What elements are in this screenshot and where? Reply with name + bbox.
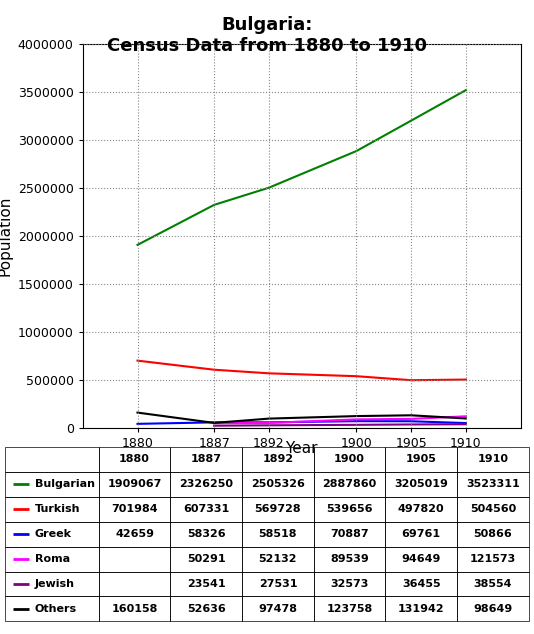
Text: 131942: 131942: [398, 604, 444, 614]
Bar: [170, 472, 242, 497]
Bar: [386, 447, 457, 472]
Text: 97478: 97478: [258, 604, 297, 614]
Bar: [457, 597, 529, 621]
Text: 69761: 69761: [402, 529, 441, 539]
Bar: [313, 522, 386, 547]
Bar: [5, 497, 99, 522]
Bar: [313, 547, 386, 571]
Bar: [242, 472, 313, 497]
Text: 1880: 1880: [119, 455, 150, 465]
Bar: [5, 597, 99, 621]
Text: 89539: 89539: [330, 554, 369, 564]
Text: 58326: 58326: [187, 529, 225, 539]
Text: 32573: 32573: [331, 579, 369, 589]
Text: 52132: 52132: [258, 554, 297, 564]
Bar: [170, 571, 242, 597]
Bar: [242, 447, 313, 472]
Text: 504560: 504560: [470, 504, 516, 514]
Text: Bulgarian: Bulgarian: [35, 479, 95, 489]
Text: 701984: 701984: [111, 504, 158, 514]
Bar: [457, 497, 529, 522]
Text: Bulgaria:
Census Data from 1880 to 1910: Bulgaria: Census Data from 1880 to 1910: [107, 16, 427, 55]
Text: 1887: 1887: [191, 455, 222, 465]
Text: Turkish: Turkish: [35, 504, 80, 514]
Text: 42659: 42659: [115, 529, 154, 539]
Y-axis label: Population: Population: [0, 196, 12, 276]
Bar: [242, 571, 313, 597]
Bar: [170, 447, 242, 472]
Bar: [5, 522, 99, 547]
Bar: [457, 571, 529, 597]
Bar: [5, 472, 99, 497]
Text: 98649: 98649: [473, 604, 513, 614]
Text: 1905: 1905: [406, 455, 437, 465]
Bar: [242, 522, 313, 547]
Bar: [170, 597, 242, 621]
Bar: [99, 547, 170, 571]
Bar: [99, 597, 170, 621]
Bar: [170, 497, 242, 522]
Text: 2887860: 2887860: [323, 479, 376, 489]
Bar: [386, 497, 457, 522]
Text: 50866: 50866: [474, 529, 512, 539]
Text: 2326250: 2326250: [179, 479, 233, 489]
Bar: [457, 472, 529, 497]
Bar: [170, 547, 242, 571]
Bar: [386, 571, 457, 597]
Text: 52636: 52636: [187, 604, 226, 614]
Text: Year: Year: [286, 441, 318, 456]
Text: Roma: Roma: [35, 554, 70, 564]
Bar: [5, 571, 99, 597]
Text: 3523311: 3523311: [466, 479, 520, 489]
Text: 497820: 497820: [398, 504, 444, 514]
Bar: [313, 497, 386, 522]
Bar: [5, 547, 99, 571]
Text: 94649: 94649: [402, 554, 441, 564]
Text: 50291: 50291: [187, 554, 225, 564]
Bar: [386, 472, 457, 497]
Bar: [242, 547, 313, 571]
Bar: [313, 447, 386, 472]
Text: 569728: 569728: [255, 504, 301, 514]
Bar: [99, 497, 170, 522]
Text: 2505326: 2505326: [251, 479, 305, 489]
Bar: [313, 571, 386, 597]
Text: 1900: 1900: [334, 455, 365, 465]
Text: 27531: 27531: [258, 579, 297, 589]
Bar: [242, 497, 313, 522]
Text: 607331: 607331: [183, 504, 230, 514]
Bar: [313, 472, 386, 497]
Text: 1909067: 1909067: [107, 479, 162, 489]
Bar: [386, 547, 457, 571]
Bar: [99, 571, 170, 597]
Text: 58518: 58518: [258, 529, 297, 539]
Bar: [457, 547, 529, 571]
Text: 38554: 38554: [474, 579, 512, 589]
Bar: [313, 597, 386, 621]
Text: 539656: 539656: [326, 504, 373, 514]
Bar: [99, 447, 170, 472]
Bar: [386, 597, 457, 621]
Bar: [242, 597, 313, 621]
Bar: [5, 447, 99, 472]
Text: 70887: 70887: [330, 529, 369, 539]
Bar: [170, 522, 242, 547]
Text: 1892: 1892: [262, 455, 294, 465]
Text: 123758: 123758: [326, 604, 373, 614]
Text: Others: Others: [35, 604, 77, 614]
Bar: [99, 522, 170, 547]
Bar: [386, 522, 457, 547]
Text: 23541: 23541: [187, 579, 225, 589]
Text: 3205019: 3205019: [394, 479, 448, 489]
Bar: [99, 472, 170, 497]
Bar: [457, 522, 529, 547]
Text: Jewish: Jewish: [35, 579, 75, 589]
Text: Greek: Greek: [35, 529, 72, 539]
Text: 36455: 36455: [402, 579, 441, 589]
Bar: [457, 447, 529, 472]
Text: 1910: 1910: [477, 455, 508, 465]
Text: 121573: 121573: [470, 554, 516, 564]
Text: 160158: 160158: [112, 604, 158, 614]
